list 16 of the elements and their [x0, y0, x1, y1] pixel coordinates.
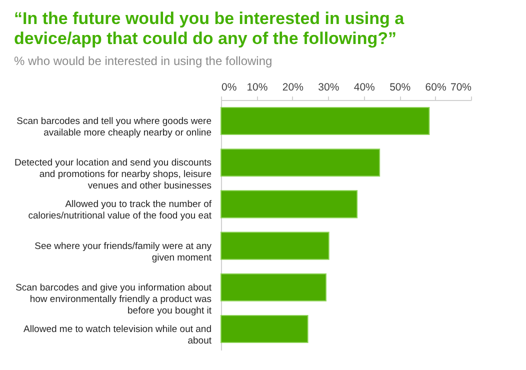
chart-title: “In the future would you be interested in using a device/app that could do any of the following?”: [14, 9, 405, 48]
x-tick-label: 0%: [222, 82, 237, 94]
y-tick-label: Detected your location and send you discounts and promotions for nearby shops, leisure venues and other businesses: [14, 158, 212, 192]
chart-subtitle: % who would be interested in using the following: [14, 54, 272, 68]
x-tick-label: 30%: [318, 82, 340, 94]
y-tick-label: Allowed me to watch television while out and about: [24, 324, 212, 346]
y-tick-label: Scan barcodes and give you information about how environmentally friendly a product was before you bought it: [16, 282, 212, 316]
x-tick-label: 70%: [450, 82, 472, 94]
y-tick-label: See where your friends/family were at any given moment: [34, 240, 212, 264]
x-tick-label: 50%: [390, 82, 411, 94]
y-tick-label: Scan barcodes and tell you where goods were available more cheaply nearby or online: [16, 116, 212, 139]
y-tick-label: Allowed you to track the number of calories/nutritional value of the food you eat: [28, 199, 212, 222]
x-tick-label: 60%: [425, 82, 446, 94]
x-tick-label: 20%: [282, 82, 304, 94]
x-tick-label: 40%: [354, 82, 375, 94]
x-tick-label: 10%: [246, 82, 268, 94]
